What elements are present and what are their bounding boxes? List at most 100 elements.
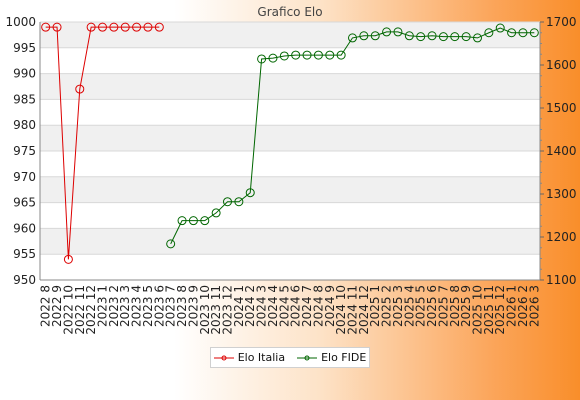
left-tick-label: 985 — [13, 92, 36, 106]
data-point — [416, 32, 426, 42]
data-point — [495, 23, 505, 33]
data-point — [188, 216, 198, 226]
x-tick-label: 2025 2 — [380, 285, 394, 327]
data-point — [120, 22, 130, 32]
legend-swatch-elo-italia — [213, 355, 234, 360]
x-tick-label: 2023 9 — [186, 285, 200, 327]
data-point — [427, 31, 437, 41]
series-elo-fide — [166, 23, 539, 249]
legend-entry-elo-fide: Elo FIDE — [297, 351, 366, 364]
x-tick-label: 2025 1 — [368, 285, 382, 327]
left-tick-label: 950 — [13, 273, 36, 287]
data-point — [291, 50, 301, 60]
legend: Elo Italia Elo FIDE — [210, 347, 370, 368]
right-tick-label: 1100 — [546, 273, 577, 287]
x-tick-label: 2024 3 — [255, 285, 269, 327]
data-point — [211, 208, 221, 218]
x-tick-label: 2024 12 — [357, 285, 371, 335]
x-tick-label: 2023 4 — [130, 285, 144, 327]
right-tick-label: 1500 — [546, 101, 577, 115]
left-tick-label: 965 — [13, 196, 36, 210]
data-point — [166, 239, 176, 249]
data-point — [223, 197, 232, 207]
legend-label-elo-italia: Elo Italia — [237, 351, 286, 364]
left-tick-label: 975 — [13, 144, 36, 158]
data-point — [518, 28, 528, 38]
x-tick-label: 2024 11 — [346, 285, 360, 335]
x-tick-label: 2024 6 — [289, 285, 303, 327]
data-point — [279, 51, 289, 61]
x-tick-label: 2026 3 — [527, 285, 541, 327]
x-tick-label: 2025 3 — [391, 285, 405, 327]
data-point — [177, 216, 187, 226]
x-tick-label: 2023 3 — [118, 285, 132, 327]
grid-band — [40, 176, 540, 203]
x-tick-label: 2024 2 — [243, 285, 257, 327]
right-tick-label: 1300 — [546, 187, 577, 201]
x-tick-label: 2022 12 — [84, 285, 98, 335]
legend-label-elo-fide: Elo FIDE — [321, 351, 367, 364]
data-point — [484, 28, 494, 38]
right-tick-label: 1700 — [546, 15, 577, 29]
data-point — [507, 28, 517, 38]
data-point — [75, 84, 85, 94]
data-point — [382, 27, 392, 37]
x-tick-label: 2023 12 — [221, 285, 235, 335]
x-tick-label: 2023 2 — [107, 285, 121, 327]
left-tick-label: 990 — [13, 67, 36, 81]
x-tick-label: 2025 5 — [414, 285, 428, 327]
data-point — [245, 188, 255, 198]
data-point — [461, 32, 471, 42]
x-tick-label: 2024 1 — [232, 285, 246, 327]
data-point — [336, 50, 346, 60]
data-point — [359, 31, 369, 41]
data-point — [450, 32, 460, 42]
x-tick-label: 2025 12 — [493, 285, 507, 335]
data-point — [143, 22, 153, 32]
x-tick-label: 2025 6 — [425, 285, 439, 327]
data-point — [325, 50, 335, 60]
grid-band — [40, 22, 540, 48]
data-point — [438, 32, 448, 42]
left-tick-label: 1000 — [5, 15, 36, 29]
right-tick-label: 1400 — [546, 144, 577, 158]
right-axis-ticks: 1100 1200 1300 1400 1500 1600 1700 — [540, 15, 577, 287]
data-point — [257, 54, 267, 64]
data-point — [98, 22, 107, 32]
x-tick-label: 2026 1 — [505, 285, 519, 327]
x-tick-label: 2023 8 — [175, 285, 189, 327]
x-tick-label: 2024 8 — [311, 285, 325, 327]
left-tick-label: 980 — [13, 118, 36, 132]
x-tick-label: 2023 7 — [164, 285, 178, 327]
grid-band — [40, 125, 540, 151]
x-tick-label: 2022 8 — [39, 285, 53, 327]
data-point — [132, 22, 142, 32]
series-layer — [41, 22, 539, 264]
x-tick-label: 2025 11 — [482, 285, 496, 335]
data-point — [41, 22, 51, 32]
x-tick-label: 2025 4 — [402, 285, 416, 327]
x-tick-label: 2025 8 — [448, 285, 462, 327]
x-tick-label: 2024 4 — [266, 285, 280, 327]
x-tick-label: 2022 10 — [61, 285, 75, 335]
legend-swatch-elo-fide — [297, 355, 318, 360]
data-point — [86, 22, 96, 32]
x-tick-label: 2024 5 — [277, 285, 291, 327]
data-point — [109, 22, 119, 32]
x-tick-label: 2023 10 — [198, 285, 212, 335]
data-point — [473, 33, 482, 43]
x-tick-label: 2023 5 — [141, 285, 155, 327]
x-tick-label: 2025 10 — [471, 285, 485, 335]
left-axis-ticks: 950 955 960 965 970 975 980 985 990 995 1000 — [5, 15, 36, 287]
data-point — [154, 22, 164, 32]
x-tick-label: 2026 2 — [516, 285, 530, 327]
x-tick-label: 2022 9 — [50, 285, 64, 327]
left-tick-label: 960 — [13, 221, 36, 235]
data-point — [52, 22, 62, 32]
data-point — [313, 50, 323, 60]
x-tick-label: 2024 7 — [300, 285, 314, 327]
data-point — [234, 197, 244, 207]
x-tick-label: 2024 10 — [334, 285, 348, 335]
data-point — [370, 31, 380, 41]
